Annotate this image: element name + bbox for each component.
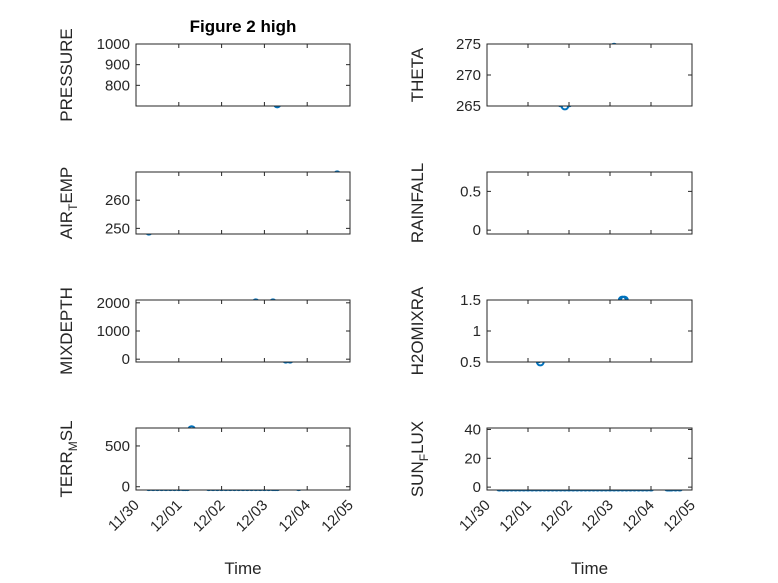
y-tick-label: 250 (105, 220, 130, 237)
y-tick-label: 40 (464, 421, 481, 438)
y-axis-label: AIRTEMP (57, 167, 80, 240)
subplot-1: 800 900 1000 PRESSURE Figure 2 high (57, 17, 351, 122)
y-tick-label: 275 (456, 36, 481, 53)
x-tick-label: 12/02 (190, 497, 229, 536)
subplot-5: 0 1000 2000 MIXDEPTH (57, 287, 351, 375)
y-tick-label: 265 (456, 98, 481, 115)
x-tick-label: 12/02 (537, 497, 576, 536)
subplot-6: 0.5 1 1.5 H2OMIXRA (408, 286, 693, 375)
y-tick-label: 1000 (97, 36, 130, 53)
y-tick-label: 1 (473, 323, 481, 340)
subplot-8: 0 20 40 11/30 12/01 12/02 12/03 12/04 12/05 SUNFL… (408, 421, 699, 578)
subplot-7: 0 500 11/30 12/01 12/02 12/03 12/04 12/05 TERRMS… (57, 420, 357, 578)
y-tick-label: 1.5 (460, 292, 481, 309)
x-tick-label: 11/30 (456, 497, 494, 535)
y-tick-label: 0 (473, 479, 481, 496)
x-axis-label: Time (224, 559, 261, 578)
x-axis-label: Time (571, 559, 608, 578)
y-tick-label: 20 (464, 450, 481, 467)
y-tick-label: 500 (105, 438, 130, 455)
figure-title: Figure 2 high (190, 17, 297, 36)
y-tick-label: 260 (105, 192, 130, 209)
y-tick-label: 900 (105, 57, 130, 74)
y-tick-label: 0 (122, 479, 130, 496)
y-tick-label: 0.5 (460, 183, 481, 200)
y-axis-label: TERRMSL (57, 420, 80, 497)
y-tick-label: 2000 (97, 295, 130, 312)
x-tick-label: 12/04 (619, 497, 658, 536)
axes-box (486, 171, 693, 235)
y-axis-label: PRESSURE (57, 28, 76, 122)
x-tick-label: 12/05 (660, 497, 699, 536)
y-axis-label: H2OMIXRA (408, 286, 427, 375)
y-tick-label: 0 (122, 351, 130, 368)
y-tick-label: 1000 (97, 323, 130, 340)
axes-box (135, 427, 351, 491)
x-tick-label: 12/01 (147, 497, 186, 536)
y-tick-label: 800 (105, 77, 130, 94)
subplot-3: 250 260 AIRTEMP (57, 167, 351, 240)
y-axis-label: RAINFALL (408, 163, 427, 243)
axes-box (135, 43, 351, 107)
x-tick-label: 12/01 (496, 497, 535, 536)
x-tick-label: 12/05 (318, 497, 357, 536)
x-tick-label: 12/03 (233, 497, 272, 536)
y-axis-label: THETA (408, 47, 427, 102)
y-axis-label: MIXDEPTH (57, 287, 76, 375)
axes-box (135, 299, 351, 363)
x-tick-label: 12/04 (275, 497, 314, 536)
y-tick-label: 0.5 (460, 354, 481, 371)
axes-box (486, 299, 693, 363)
y-tick-label: 0 (473, 222, 481, 239)
axes-box (135, 171, 351, 235)
x-tick-label: 12/03 (578, 497, 617, 536)
axes-box (486, 43, 693, 107)
y-tick-label: 270 (456, 67, 481, 84)
axes-box (486, 427, 693, 491)
subplot-4: 0 0.5 RAINFALL (408, 163, 693, 243)
subplot-2: 265 270 275 THETA (408, 36, 693, 115)
x-tick-label: 11/30 (105, 497, 143, 535)
y-axis-label: SUNFLUX (408, 421, 431, 497)
